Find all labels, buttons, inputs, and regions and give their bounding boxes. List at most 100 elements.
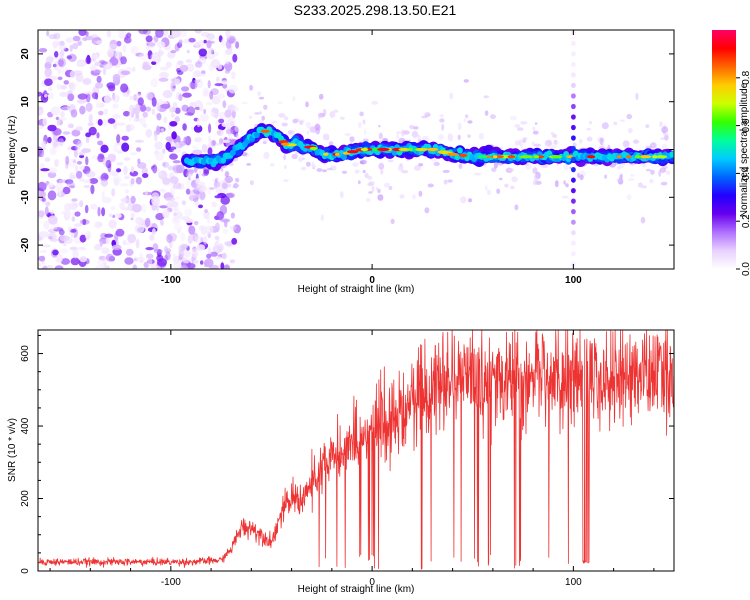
halo-blob: [627, 128, 633, 134]
colorbar-tick-label: 0.0: [741, 262, 750, 276]
halo-blob: [532, 126, 536, 131]
noise-blob: [230, 71, 236, 80]
halo-blob: [377, 194, 384, 201]
noise-blob: [39, 231, 49, 238]
x-tick-label: -100: [161, 577, 181, 588]
noise-blob: [124, 257, 134, 265]
halo-blob: [378, 162, 385, 170]
halo-blob: [563, 163, 569, 171]
halo-blob: [401, 129, 405, 137]
artifact-blob: [571, 103, 576, 110]
noise-blob: [208, 123, 212, 134]
noise-blob: [158, 188, 166, 193]
noise-blob: [119, 183, 129, 187]
noise-blob: [56, 253, 63, 263]
noise-blob: [75, 202, 79, 208]
noise-blob: [67, 123, 74, 129]
snr-panel: -100 0 100 0 200 400 600 Height of straight li…: [7, 329, 675, 595]
halo-blob: [318, 93, 324, 100]
noise-blob: [168, 200, 173, 205]
noise-blob: [64, 202, 72, 212]
noise-blob: [90, 34, 99, 39]
halo-blob: [249, 115, 252, 120]
halo-blob: [378, 124, 381, 128]
noise-blob: [189, 102, 197, 107]
halo-blob: [216, 129, 224, 137]
noise-blob: [191, 248, 199, 258]
noise-blob: [199, 113, 209, 122]
noise-blob: [231, 237, 238, 245]
noise-blob: [75, 126, 83, 131]
noise-blob: [104, 233, 114, 238]
noise-blob: [167, 124, 172, 130]
noise-blob: [44, 78, 53, 86]
noise-blob: [217, 93, 225, 99]
halo-blob: [269, 163, 275, 167]
halo-blob: [659, 167, 667, 173]
noise-blob: [65, 155, 70, 165]
noise-blob: [56, 83, 61, 90]
noise-blob: [196, 117, 201, 128]
noise-blob: [79, 200, 84, 208]
noise-blob: [144, 190, 148, 196]
noise-blob: [226, 192, 236, 199]
noise-blob: [138, 30, 148, 35]
noise-blob: [233, 224, 242, 234]
noise-blob: [103, 94, 112, 104]
noise-blob: [162, 30, 169, 37]
noise-blob: [215, 188, 223, 194]
halo-blob: [357, 121, 362, 128]
noise-blob: [123, 157, 131, 161]
noise-blob: [53, 32, 61, 40]
halo-blob: [398, 165, 404, 172]
noise-blob: [47, 124, 57, 132]
noise-blob: [102, 67, 107, 76]
noise-blob: [103, 108, 109, 115]
noise-blob: [38, 124, 44, 130]
halo-blob: [352, 162, 359, 168]
noise-blob: [145, 35, 153, 43]
noise-blob: [135, 52, 144, 57]
halo-blob: [641, 185, 647, 189]
halo-blob: [484, 110, 489, 116]
halo-blob: [198, 169, 203, 176]
noise-blob: [50, 106, 61, 116]
noise-blob: [182, 92, 192, 98]
noise-blob: [133, 118, 141, 122]
noise-blob: [207, 80, 211, 89]
noise-blob: [230, 212, 235, 219]
halo-blob: [534, 122, 538, 125]
noise-blob: [201, 144, 208, 153]
noise-blob: [201, 70, 206, 75]
noise-blob: [75, 170, 83, 179]
noise-blob: [47, 92, 54, 100]
noise-blob: [99, 241, 103, 247]
noise-blob: [221, 252, 227, 260]
noise-blob: [207, 147, 213, 156]
halo-blob: [483, 95, 490, 99]
y-tick-label: -10: [20, 190, 31, 205]
noise-blob: [53, 60, 59, 71]
noise-blob: [52, 249, 59, 256]
noise-blob: [79, 165, 85, 171]
noise-blob: [124, 175, 130, 180]
halo-blob: [263, 104, 268, 110]
ridge-hotspot: [415, 147, 429, 152]
noise-blob: [210, 112, 216, 116]
noise-blob: [190, 80, 196, 90]
noise-blob: [221, 122, 230, 127]
ridge-hotspot: [519, 155, 533, 159]
halo-blob: [190, 126, 194, 130]
noise-blob: [152, 228, 156, 236]
halo-blob: [424, 207, 430, 214]
noise-blob: [162, 177, 171, 185]
noise-blob: [67, 226, 72, 233]
halo-blob: [616, 178, 623, 182]
noise-blob: [44, 157, 51, 162]
noise-blob: [57, 76, 63, 81]
halo-blob: [311, 161, 315, 167]
noise-blob: [167, 51, 176, 59]
noise-blob: [165, 197, 175, 202]
noise-blob: [93, 40, 97, 45]
